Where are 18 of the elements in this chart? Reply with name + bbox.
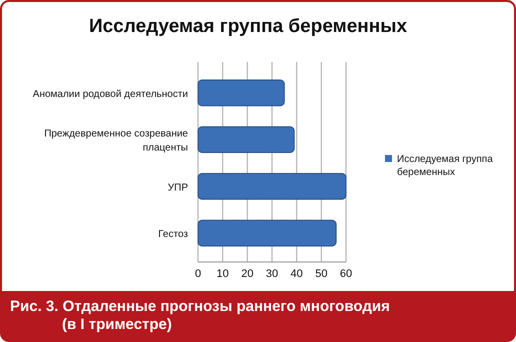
x-tick-label: 50 <box>315 268 328 280</box>
x-tick-label: 60 <box>340 268 352 280</box>
legend-label: Исследуемая группа беременных <box>397 154 494 178</box>
chart-title: Исследуемая группа беременных <box>88 16 408 37</box>
bar <box>198 220 337 246</box>
bar <box>198 126 295 153</box>
text: Рис. 3. Отдаленные прогнозы раннего многоводия (в I триместре) <box>10 298 390 333</box>
bar <box>198 173 346 200</box>
y-tick-label: Преждевременное созревание плаценты <box>44 128 188 154</box>
x-tick-label: 20 <box>241 268 254 280</box>
x-tick-label: 0 <box>194 268 202 280</box>
y-tick-label: Аномалии родовой деятельности <box>32 88 188 100</box>
bar <box>198 80 285 106</box>
y-tick-label: УПР <box>168 182 188 194</box>
x-tick-label: 30 <box>266 268 278 280</box>
y-tick-label: Гестоз <box>158 229 188 240</box>
x-tick-label: 40 <box>290 268 303 280</box>
x-tick-label: 10 <box>216 268 229 280</box>
